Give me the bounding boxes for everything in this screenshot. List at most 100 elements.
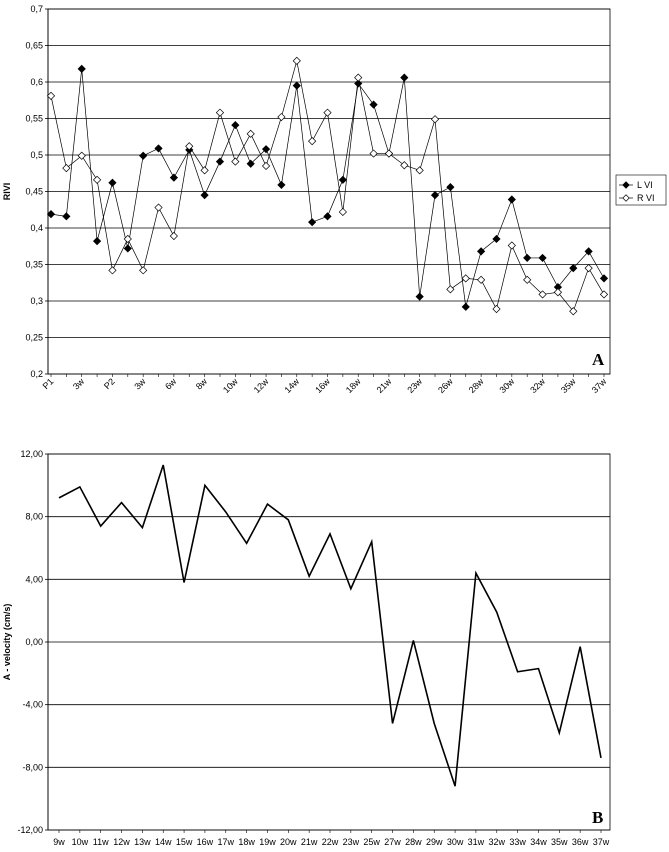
y-tick-label: 0,25 <box>25 333 43 343</box>
r-vi-point <box>461 274 470 283</box>
l-vi-point <box>215 157 225 166</box>
panel-label-b: B <box>592 808 603 827</box>
plot-frame <box>47 453 611 831</box>
x-tick-label: 15w <box>176 837 193 847</box>
x-tick-label: 28w <box>467 376 486 395</box>
l-vi-point <box>446 183 455 192</box>
x-tick-label: 18w <box>238 837 255 847</box>
y-tick-label: 8,00 <box>25 512 43 522</box>
r-vi-point <box>246 129 255 138</box>
y-tick-label: 0,55 <box>25 114 43 124</box>
x-tick-label: 8w <box>194 376 210 392</box>
x-tick-label: 16w <box>197 837 214 847</box>
y-axis-label: A - velocity (cm/s) <box>2 604 12 681</box>
x-tick-label: 34w <box>530 837 547 847</box>
plot-frame <box>47 8 611 375</box>
y-tick-label: 0,3 <box>30 296 43 306</box>
x-tick-label: 27w <box>384 837 401 847</box>
r-vi-point <box>200 166 209 175</box>
l-vi-point <box>154 144 163 153</box>
l-vi-point <box>77 64 86 73</box>
x-tick-label: P2 <box>102 376 117 391</box>
r-vi-point <box>215 108 225 117</box>
r-vi-point <box>323 108 332 117</box>
l-vi-point <box>261 145 271 154</box>
l-vi-point <box>599 274 609 283</box>
chart-b: -12,00 -8,00 -4,00 0,00 4,00 8,00 12,00 A - vel… <box>2 449 611 847</box>
x-tick-label: 29w <box>426 837 443 847</box>
r-vi-point <box>154 203 163 212</box>
x-tick-label: 19w <box>259 837 276 847</box>
x-tick-label: 23w <box>343 837 360 847</box>
x-tick-label: 35w <box>559 376 578 395</box>
x-tick-label: 37w <box>593 837 610 847</box>
l-vi-point <box>584 247 593 256</box>
r-vi-point <box>308 137 317 146</box>
l-vi-point <box>523 253 532 263</box>
x-tick-label: 18w <box>344 376 363 395</box>
legend-label: R VI <box>637 193 655 203</box>
l-vi-point <box>169 173 178 182</box>
r-vi-point <box>477 275 486 284</box>
l-vi-point <box>292 81 301 90</box>
l-vi-point <box>323 212 332 221</box>
r-vi-point <box>77 151 86 160</box>
x-tick-label: 31w <box>468 837 485 847</box>
r-vi-point <box>400 161 409 170</box>
y-tick-label: 0,00 <box>25 637 43 647</box>
r-vi-point <box>108 266 117 275</box>
r-vi-point <box>569 307 578 316</box>
r-vi-point <box>507 241 516 250</box>
l-vi-point <box>277 180 286 190</box>
x-tick-label: 23w <box>405 376 424 395</box>
y-tick-label: -12,00 <box>17 825 43 835</box>
x-tick-label: 37w <box>590 376 609 395</box>
r-vi-point <box>338 207 347 217</box>
r-vi-point <box>169 231 178 241</box>
y-tick-label: 0,5 <box>30 150 43 160</box>
a-velocity-line <box>58 464 602 787</box>
r-vi-point <box>415 166 424 175</box>
x-tick-label: 33w <box>509 837 526 847</box>
series-line-l-vi <box>50 68 605 307</box>
x-tick-label: 35w <box>551 837 568 847</box>
x-tick-label: 21w <box>375 376 394 395</box>
x-tick-label: 14w <box>282 376 301 395</box>
l-vi-point <box>430 191 440 200</box>
r-vi-point <box>354 73 363 82</box>
x-tick-label: 32w <box>528 376 547 395</box>
x-tick-label: 36w <box>572 837 589 847</box>
l-vi-point <box>123 244 132 253</box>
l-vi-point <box>92 237 102 246</box>
l-vi-point <box>354 79 363 88</box>
r-vi-point <box>584 264 593 273</box>
r-vi-point <box>492 304 501 314</box>
x-tick-label: 28w <box>405 837 422 847</box>
r-vi-point <box>538 290 547 299</box>
l-vi-point <box>477 247 486 256</box>
l-vi-point <box>246 159 255 168</box>
x-tick-label: 32w <box>489 837 506 847</box>
r-vi-point <box>46 91 56 100</box>
r-vi-point <box>277 112 286 122</box>
l-vi-point <box>538 253 547 263</box>
r-vi-point <box>231 157 240 166</box>
l-vi-point <box>369 100 378 109</box>
x-tick-label: 26w <box>436 376 455 395</box>
l-vi-point <box>338 175 347 184</box>
l-vi-point <box>507 195 516 204</box>
r-vi-point <box>185 142 194 151</box>
l-vi-point <box>62 212 71 221</box>
l-vi-point <box>569 264 578 273</box>
y-tick-label: 0,65 <box>25 41 43 51</box>
y-axis-label: RIVI <box>2 183 12 201</box>
r-vi-point <box>123 234 132 244</box>
r-vi-point <box>261 161 271 171</box>
l-vi-point <box>308 218 317 227</box>
y-tick-label: -8,00 <box>22 762 43 772</box>
r-vi-point <box>430 115 440 124</box>
x-tick-label: 3w <box>132 376 148 392</box>
y-tick-label: 0,2 <box>30 369 43 379</box>
r-vi-point <box>523 275 532 284</box>
